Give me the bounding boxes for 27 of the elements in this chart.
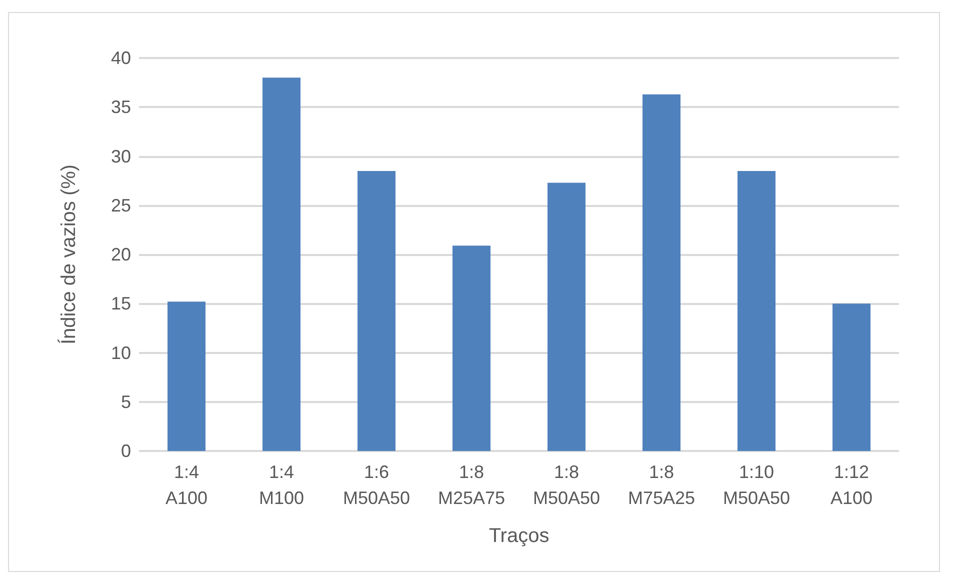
- x-tick-label: 1:12 A100: [830, 462, 873, 508]
- bar: [168, 302, 206, 451]
- bar: [262, 78, 300, 451]
- y-tick-label: 5: [120, 392, 131, 412]
- bar: [642, 94, 680, 451]
- y-tick-label: 20: [110, 244, 131, 264]
- bar: [548, 182, 586, 451]
- x-tick-label: 1:8 M75A25: [628, 462, 696, 508]
- y-tick-label: 15: [110, 294, 131, 314]
- y-tick-label: 35: [110, 97, 131, 118]
- bar: [832, 304, 870, 451]
- bar: [358, 170, 396, 451]
- x-axis-title: Traços: [488, 525, 550, 547]
- y-tick-label: 0: [120, 441, 131, 461]
- x-tick-label: 1:4 A100: [165, 462, 208, 508]
- bar: [738, 170, 776, 451]
- x-tick-label: 1:10 M50A50: [722, 462, 790, 508]
- x-tick-label: 1:6 M50A50: [342, 462, 410, 508]
- x-tick-label: 1:8 M25A75: [438, 462, 506, 508]
- y-tick-label: 40: [110, 48, 131, 68]
- x-tick-label: 1:4 M100: [258, 462, 304, 508]
- y-tick-label: 10: [110, 342, 131, 363]
- x-tick-label: 1:8 M50A50: [532, 462, 600, 508]
- y-tick-label: 25: [110, 195, 131, 216]
- bar: [452, 246, 490, 451]
- y-tick-label: 30: [110, 146, 131, 166]
- y-axis-title: Índice de vazios (%): [57, 164, 80, 345]
